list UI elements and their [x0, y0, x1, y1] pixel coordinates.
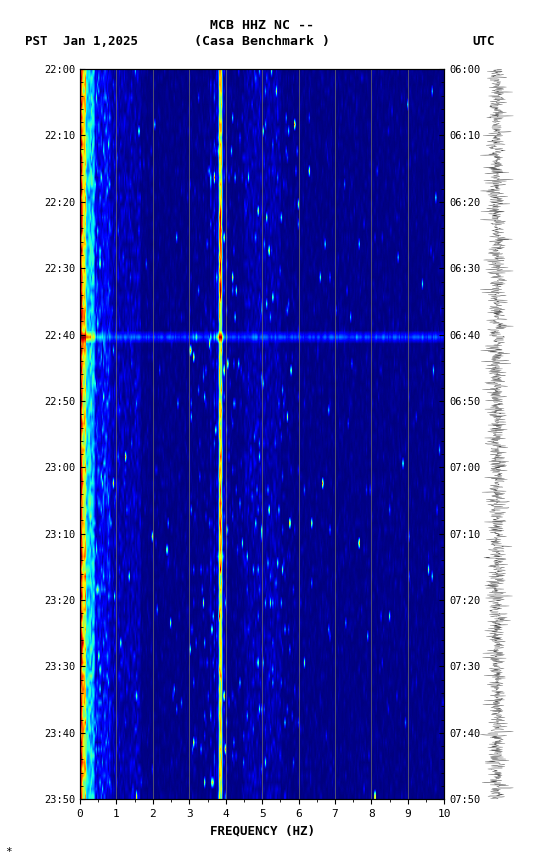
Text: (Casa Benchmark ): (Casa Benchmark ) — [194, 35, 330, 48]
Text: MCB HHZ NC --: MCB HHZ NC -- — [210, 19, 314, 32]
Text: *: * — [6, 848, 12, 857]
Text: UTC: UTC — [472, 35, 495, 48]
X-axis label: FREQUENCY (HZ): FREQUENCY (HZ) — [210, 824, 315, 837]
Text: PST: PST — [25, 35, 47, 48]
Text: Jan 1,2025: Jan 1,2025 — [63, 35, 139, 48]
